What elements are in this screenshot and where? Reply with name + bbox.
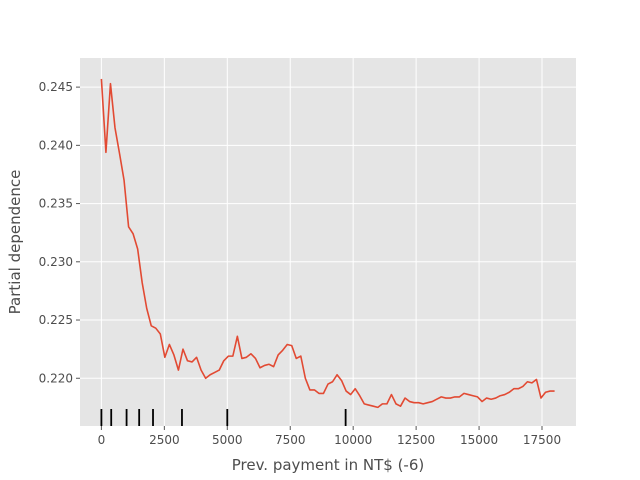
y-axis-ticks: 0.220 0.225 0.230 0.235 0.240 0.245 — [39, 80, 80, 385]
x-axis-ticks: 0 2500 5000 7500 10000 12500 15000 17500 — [98, 426, 561, 447]
y-tick-label: 0.220 — [39, 371, 73, 385]
y-axis-label: Partial dependence — [6, 170, 24, 315]
x-tick-label: 2500 — [149, 433, 180, 447]
y-tick-label: 0.235 — [39, 197, 73, 211]
y-tick-label: 0.225 — [39, 313, 73, 327]
plot-area-background — [80, 58, 576, 426]
grid-lines — [80, 58, 576, 426]
decile-rug — [100, 409, 347, 426]
y-tick-label: 0.230 — [39, 255, 73, 269]
x-tick-label: 17500 — [523, 433, 561, 447]
x-tick-label: 5000 — [212, 433, 243, 447]
x-tick-label: 7500 — [275, 433, 306, 447]
y-tick-label: 0.240 — [39, 138, 73, 152]
partial-dependence-line — [100, 78, 555, 409]
x-tick-label: 10000 — [334, 433, 372, 447]
x-tick-label: 15000 — [460, 433, 498, 447]
x-tick-label: 12500 — [397, 433, 435, 447]
x-tick-label: 0 — [98, 433, 106, 447]
y-tick-label: 0.245 — [39, 80, 73, 94]
x-axis-label: Prev. payment in NT$ (-6) — [232, 456, 424, 474]
